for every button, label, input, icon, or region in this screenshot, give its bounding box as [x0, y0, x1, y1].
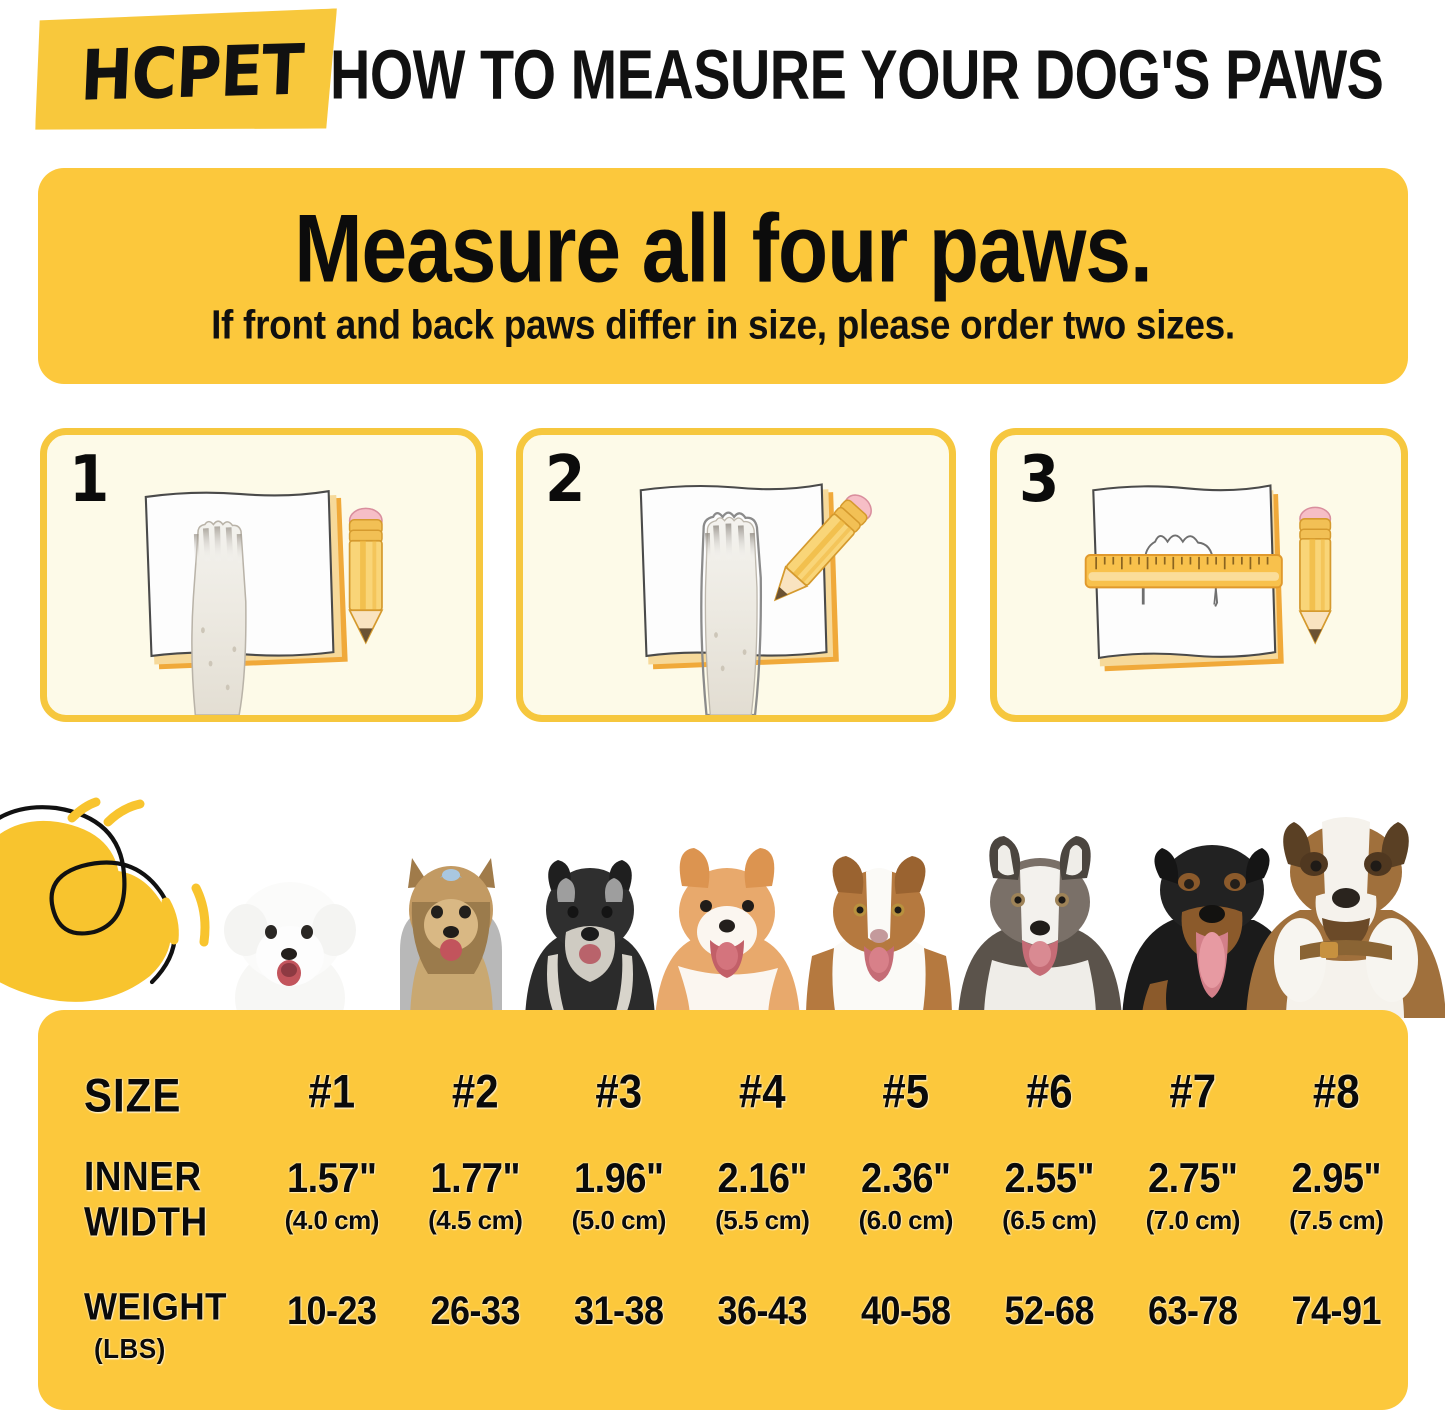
dog-saint-bernard — [1246, 817, 1445, 1018]
size-cells: #1 #2 #3 #4 #5 #6 #7 #8 — [260, 1065, 1408, 1118]
page-header: HCPET HOW TO MEASURE YOUR DOG'S PAWS — [0, 0, 1445, 150]
cell-weight-2: 26-33 — [430, 1287, 521, 1333]
dog-rottweiler — [1122, 845, 1302, 1018]
table-row-weight: WEIGHT (LBS) 10-23 26-33 31-38 36-43 40-… — [38, 1285, 1408, 1386]
dog-yorkshire-terrier — [400, 858, 502, 1018]
cell-width-2: 1.77" (4.5 cm) — [404, 1155, 548, 1236]
inner-width-cells: 1.57" (4.0 cm) 1.77" (4.5 cm) 1.96" (5.0… — [260, 1155, 1409, 1236]
row-label-inner-width-line1: INNER — [84, 1153, 202, 1199]
banner-subtext: If front and back paws differ in size, p… — [211, 302, 1235, 348]
size-chart-table: SIZE #1 #2 #3 #4 #5 #6 #7 #8 INNER WIDTH… — [38, 1010, 1408, 1410]
pencil-icon — [1298, 506, 1332, 645]
dog-shiba-inu — [655, 848, 800, 1018]
cell-width-5: 2.36" (6.0 cm) — [834, 1155, 978, 1236]
pencil-icon — [348, 507, 384, 645]
pencil-icon — [773, 494, 872, 602]
cell-width-in-7: 2.75" — [1148, 1155, 1238, 1203]
ruler-icon — [1084, 554, 1283, 589]
cell-width-in-3: 1.96" — [574, 1155, 664, 1203]
dog-row-illustration — [0, 797, 1445, 1048]
cell-width-cm-4: (5.5 cm) — [715, 1205, 810, 1235]
cell-width-cm-8: (7.5 cm) — [1289, 1205, 1384, 1235]
cell-width-cm-3: (5.0 cm) — [571, 1205, 667, 1235]
banner-headline: Measure all four paws. — [294, 195, 1153, 303]
cell-width-6: 2.55" (6.5 cm) — [978, 1155, 1122, 1236]
step-number-2: 2 — [545, 441, 586, 517]
step-panel-2: 2 — [516, 428, 956, 722]
table-row-size: SIZE #1 #2 #3 #4 #5 #6 #7 #8 — [38, 1065, 1408, 1124]
dog-breed-row — [0, 760, 1445, 1048]
step-number-1: 1 — [69, 441, 110, 517]
row-label-weight-unit: (LBS) — [94, 1332, 166, 1365]
row-label-size: SIZE — [84, 1069, 182, 1122]
step-1-illustration — [144, 489, 384, 715]
cell-width-cm-5: (6.0 cm) — [858, 1205, 954, 1235]
cell-width-1: 1.57" (4.0 cm) — [260, 1155, 404, 1236]
cell-size-3: #3 — [595, 1065, 643, 1118]
cell-width-3: 1.96" (5.0 cm) — [547, 1155, 691, 1236]
dog-schnauzer — [525, 860, 655, 1018]
cell-width-7: 2.75" (7.0 cm) — [1121, 1155, 1265, 1236]
step-panel-1: 1 — [40, 428, 483, 722]
step-number-3: 3 — [1019, 441, 1060, 517]
dog-bichon-frise — [224, 882, 356, 1048]
cell-weight-5: 40-58 — [860, 1287, 951, 1333]
cell-width-8: 2.95" (7.5 cm) — [1265, 1155, 1409, 1236]
cell-size-1: #1 — [308, 1065, 356, 1118]
cell-width-in-8: 2.95" — [1291, 1155, 1382, 1203]
cell-weight-3: 31-38 — [573, 1287, 664, 1333]
cell-width-in-2: 1.77" — [430, 1155, 521, 1203]
page-title: HOW TO MEASURE YOUR DOG'S PAWS — [330, 35, 1384, 113]
cell-width-4: 2.16" (5.5 cm) — [691, 1155, 835, 1236]
step-panel-3: 3 — [990, 428, 1408, 722]
cell-size-6: #6 — [1025, 1065, 1073, 1118]
step-3-illustration — [1084, 484, 1332, 672]
cell-size-7: #7 — [1169, 1065, 1217, 1118]
step-2-illustration — [639, 483, 872, 715]
cell-width-cm-6: (6.5 cm) — [1002, 1205, 1097, 1235]
cell-size-8: #8 — [1312, 1065, 1360, 1118]
row-label-weight: WEIGHT (LBS) — [84, 1285, 274, 1369]
cell-width-cm-7: (7.0 cm) — [1145, 1205, 1241, 1235]
cell-weight-1: 10-23 — [286, 1287, 377, 1333]
cell-weight-8: 74-91 — [1291, 1287, 1382, 1333]
row-label-weight-text: WEIGHT — [84, 1285, 227, 1328]
instruction-banner: Measure all four paws. If front and back… — [38, 168, 1408, 384]
row-label-inner-width-line2: WIDTH — [84, 1199, 208, 1245]
swoosh-decoration — [0, 797, 210, 1002]
cell-weight-6: 52-68 — [1004, 1287, 1095, 1333]
row-label-inner-width: INNER WIDTH — [84, 1154, 274, 1244]
cell-weight-4: 36-43 — [717, 1287, 808, 1333]
dog-australian-shepherd — [805, 856, 953, 1018]
dog-alaskan-malamute — [958, 836, 1122, 1018]
table-row-inner-width: INNER WIDTH 1.57" (4.0 cm) 1.77" (4.5 cm… — [38, 1154, 1409, 1268]
cell-weight-7: 63-78 — [1147, 1287, 1238, 1333]
cell-width-in-1: 1.57" — [287, 1155, 377, 1203]
cell-width-in-5: 2.36" — [861, 1155, 951, 1203]
cell-size-4: #4 — [738, 1065, 786, 1118]
cell-width-in-6: 2.55" — [1004, 1155, 1095, 1203]
cell-width-in-4: 2.16" — [717, 1155, 808, 1203]
cell-size-5: #5 — [882, 1065, 930, 1118]
cell-size-2: #2 — [451, 1065, 499, 1118]
cell-width-cm-1: (4.0 cm) — [284, 1205, 380, 1235]
weight-cells: 10-23 26-33 31-38 36-43 40-58 52-68 63-7… — [260, 1287, 1408, 1333]
cell-width-cm-2: (4.5 cm) — [428, 1205, 523, 1235]
brand-logo-text: HCPET — [79, 27, 305, 117]
